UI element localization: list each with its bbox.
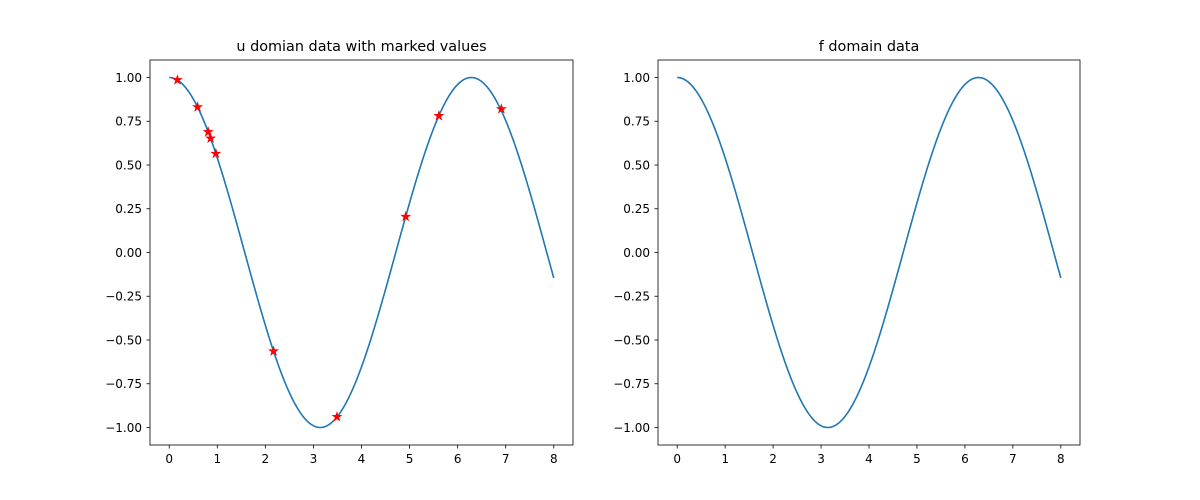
- left-chart-marker-4: [210, 147, 222, 159]
- right-chart-x-tick-label-8: 8: [1057, 452, 1065, 466]
- left-chart-x-tick-label-6: 6: [454, 452, 462, 466]
- left-chart-y-tick-label-4: 0.00: [115, 246, 142, 260]
- left-chart-marker-2: [202, 126, 214, 137]
- right-chart-x-tick-label-6: 6: [961, 452, 969, 466]
- left-chart: u domian data with marked values 0 1 2 3 4 5 6…: [105, 39, 574, 466]
- left-chart-x-tick-label-7: 7: [502, 452, 510, 466]
- left-chart-x-tick-label-5: 5: [406, 452, 414, 466]
- left-chart-title: u domian data with marked values: [236, 39, 486, 55]
- left-chart-marker-1: [192, 101, 204, 112]
- left-chart-y-tick-label-8: −1.00: [105, 421, 142, 435]
- right-chart-series-line-0: [677, 76, 1062, 429]
- right-chart-y-tick-label-0: 1.00: [623, 71, 650, 85]
- left-chart-y-tick-label-2: 0.50: [115, 158, 142, 172]
- right-chart-y-tick-label-5: −0.25: [613, 290, 650, 304]
- right-chart-y-tick-label-3: 0.25: [623, 202, 650, 216]
- left-chart-x-tick-label-3: 3: [310, 452, 318, 466]
- left-chart-marker-5: [268, 345, 279, 356]
- left-chart-y-tick-label-6: −0.50: [105, 333, 142, 347]
- left-chart-marker-8: [433, 110, 445, 121]
- left-chart-series-line-0: [169, 76, 555, 429]
- left-chart-y-tick-label-0: 1.00: [115, 71, 142, 85]
- left-chart-y-tick-label-1: 0.75: [115, 115, 142, 129]
- left-chart-marker-3: [205, 132, 217, 144]
- left-chart-marker-6: [331, 411, 343, 422]
- right-chart-x-tick-label-1: 1: [721, 452, 729, 466]
- right-chart-y-tick-label-1: 0.75: [623, 115, 650, 129]
- right-chart-y-tick-label-2: 0.50: [623, 158, 650, 172]
- left-chart-y-tick-label-3: 0.25: [115, 202, 142, 216]
- left-chart-x-tick-label-1: 1: [213, 452, 221, 466]
- right-chart-y-tick-label-4: 0.00: [623, 246, 650, 260]
- right-chart-x-tick-label-5: 5: [913, 452, 921, 466]
- left-chart-marker-0: [171, 74, 183, 85]
- left-chart-marker-9: [495, 103, 507, 114]
- right-chart-y-tick-label-7: −0.75: [613, 377, 650, 391]
- right-chart: f domain data 0 1 2 3 4 5 6 7 8 1.00 0.75 0.50 0.25 0…: [613, 39, 1081, 466]
- right-chart-x-tick-label-0: 0: [673, 452, 681, 466]
- left-chart-y-tick-label-5: −0.25: [105, 290, 142, 304]
- left-chart-x-tick-label-8: 8: [550, 452, 558, 466]
- right-chart-x-tick-label-4: 4: [865, 452, 873, 466]
- right-chart-x-tick-label-3: 3: [817, 452, 825, 466]
- left-chart-x-tick-label-2: 2: [262, 452, 270, 466]
- right-chart-y-tick-label-6: −0.50: [613, 333, 650, 347]
- right-chart-x-tick-label-7: 7: [1009, 452, 1017, 466]
- right-chart-title: f domain data: [819, 39, 920, 55]
- left-chart-marker-7: [400, 210, 412, 222]
- left-chart-x-tick-label-0: 0: [165, 452, 173, 466]
- left-chart-y-tick-label-7: −0.75: [105, 377, 142, 391]
- left-chart-x-tick-label-4: 4: [358, 452, 366, 466]
- right-chart-y-tick-label-8: −1.00: [613, 421, 650, 435]
- right-chart-x-tick-label-2: 2: [769, 452, 777, 466]
